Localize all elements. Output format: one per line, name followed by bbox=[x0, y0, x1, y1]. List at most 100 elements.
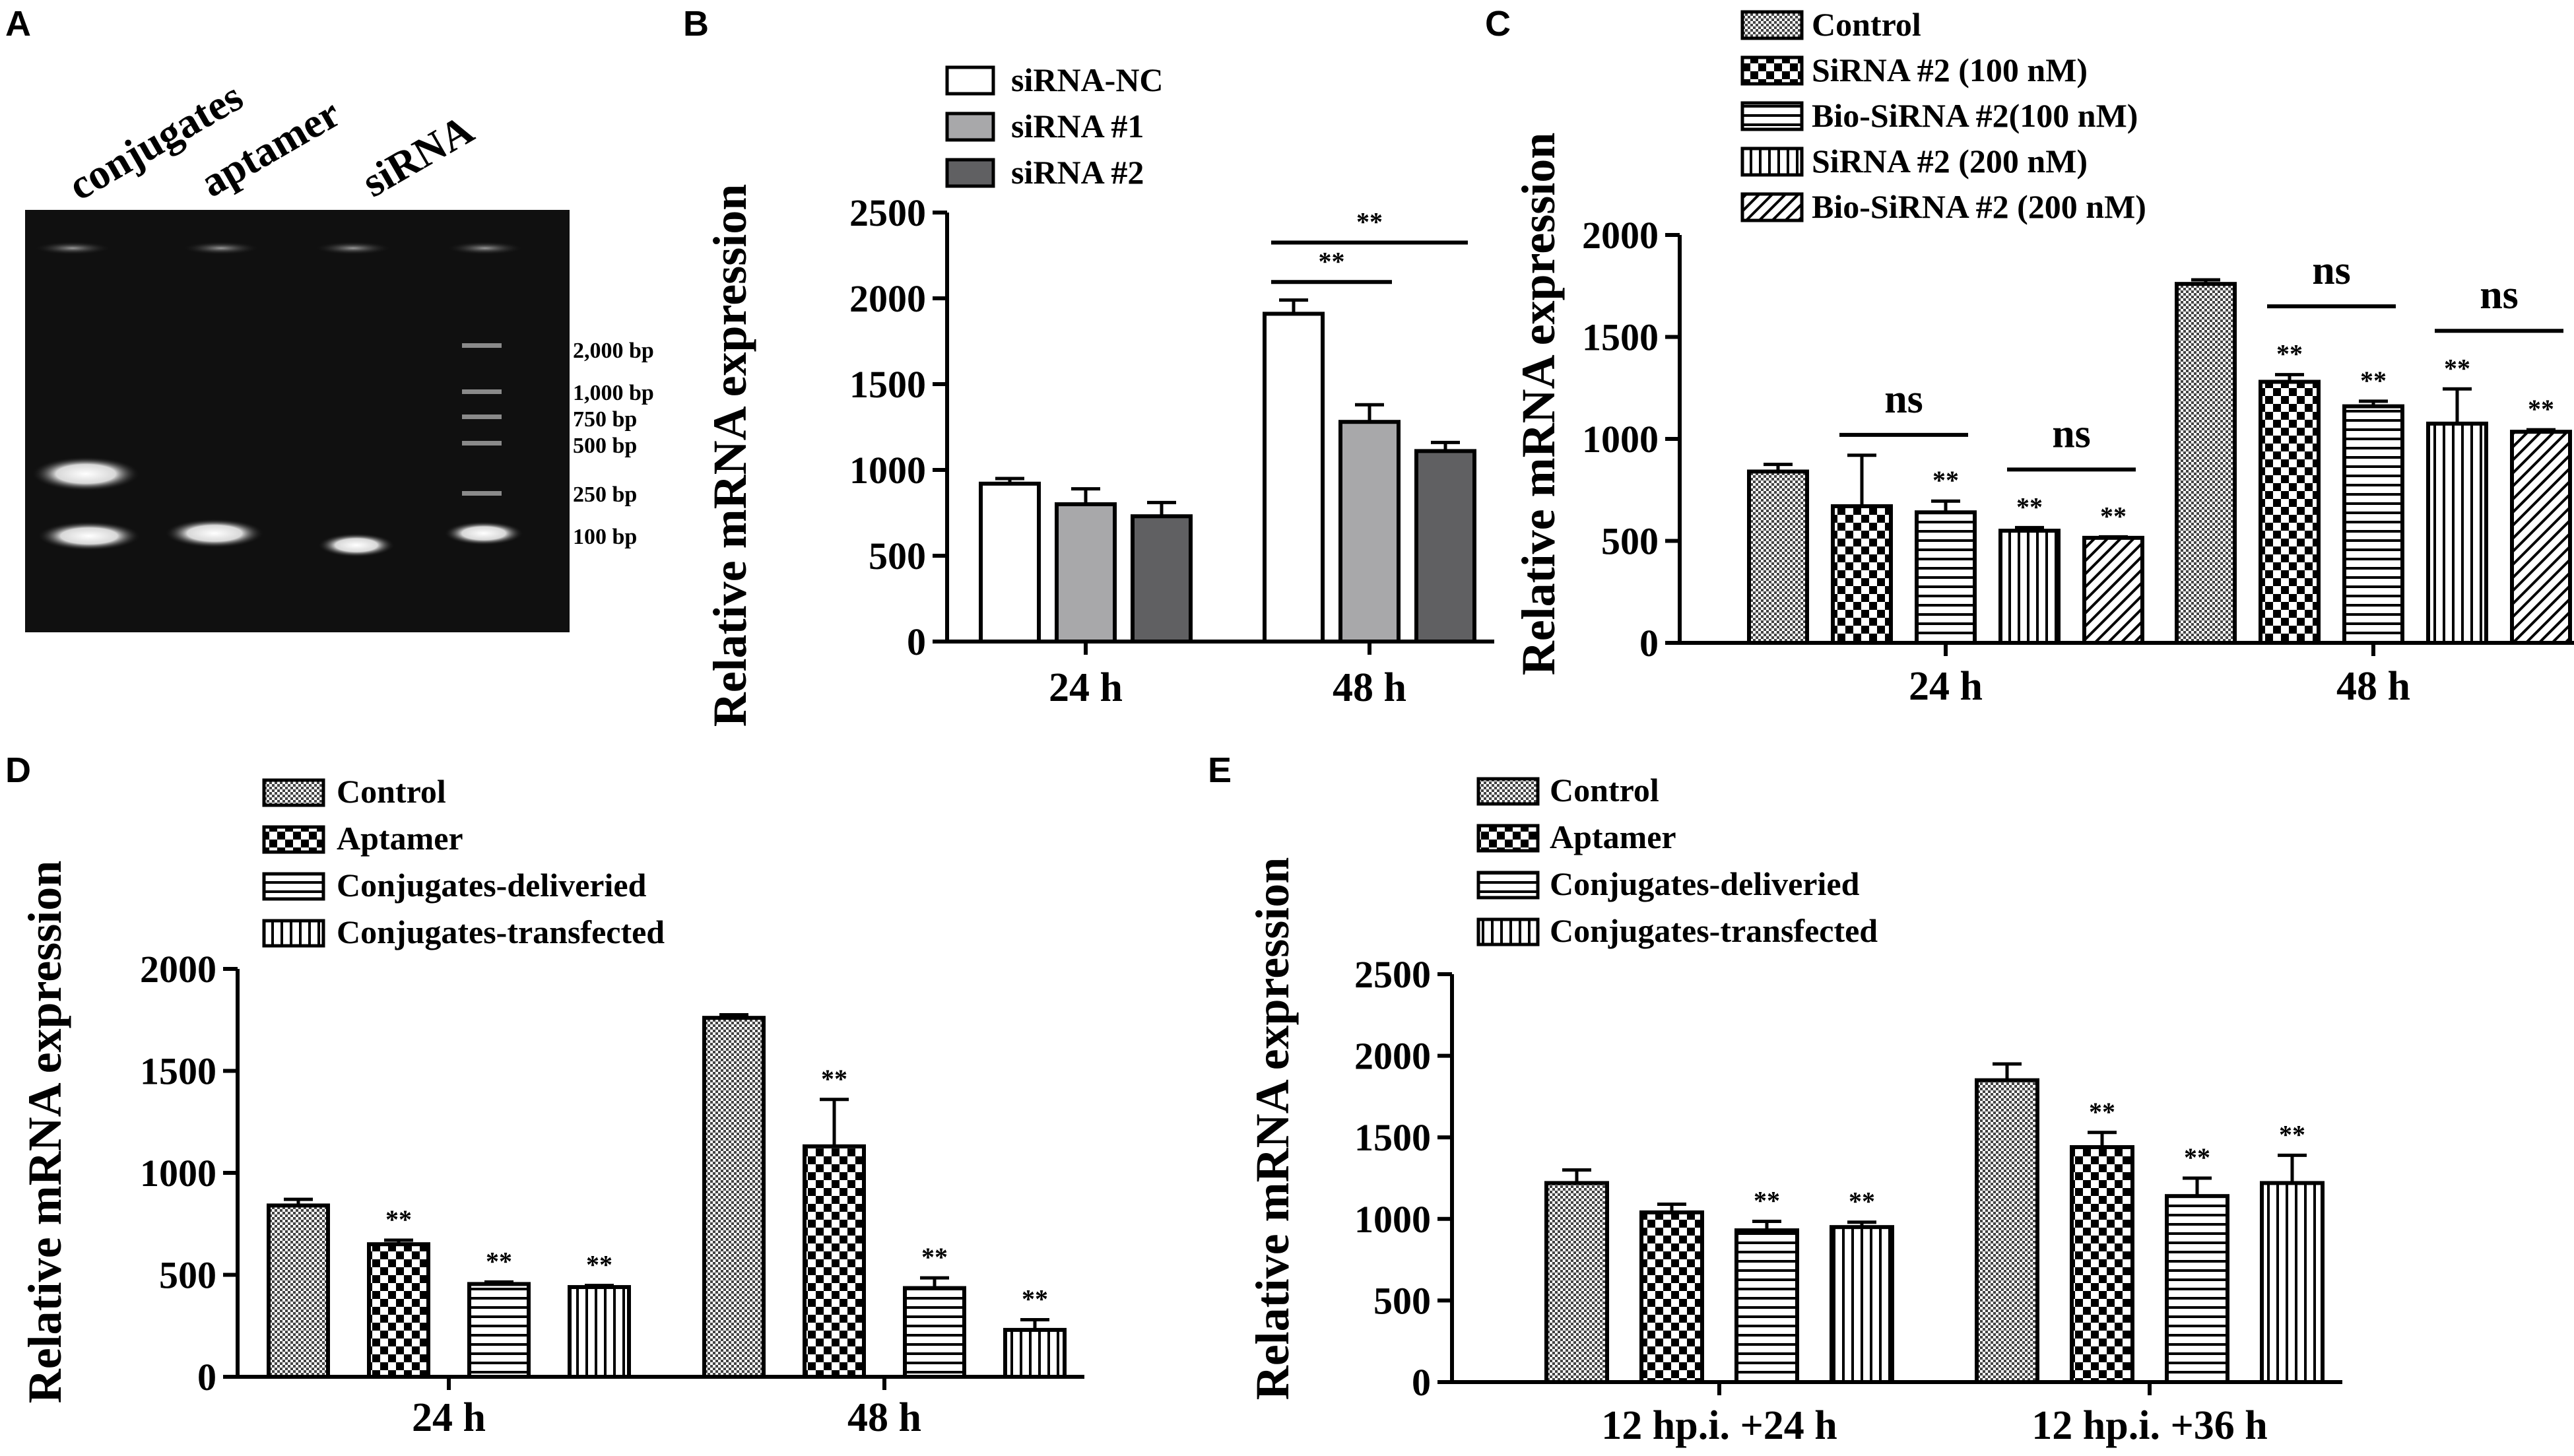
y-tick-label: 1500 bbox=[1354, 1116, 1431, 1159]
y-tick-label: 0 bbox=[197, 1356, 216, 1399]
marker-1000: 1,000 bp bbox=[573, 381, 654, 405]
legend-swatch-control bbox=[1740, 10, 1804, 40]
y-tick-label: 500 bbox=[159, 1254, 216, 1297]
y-tick-label: 500 bbox=[1373, 1279, 1431, 1322]
panel-letter-d: D bbox=[5, 750, 31, 790]
comparison-label: ** bbox=[1319, 246, 1345, 276]
gel-well bbox=[183, 242, 259, 255]
significance-mark: ** bbox=[385, 1205, 412, 1234]
y-tick-label: 0 bbox=[1639, 622, 1659, 665]
bar-conjugates-transfected bbox=[2260, 1181, 2325, 1385]
significance-mark: ** bbox=[1754, 1186, 1780, 1216]
legend-label: Control bbox=[337, 773, 446, 810]
legend-label: siRNA #1 bbox=[1011, 108, 1144, 145]
bar-sirna-2-100-nm bbox=[2259, 380, 2321, 645]
comparison-label: ns bbox=[2312, 248, 2351, 293]
y-tick-label: 2500 bbox=[1354, 953, 1431, 996]
legend-swatch-conjugates-deliveried bbox=[262, 872, 325, 901]
significance-mark: ** bbox=[486, 1246, 512, 1276]
gel-band-conjugates bbox=[32, 457, 140, 491]
marker-500: 500 bp bbox=[573, 434, 637, 458]
chart-panel-c: 0 500 1000 1500 2000 24 h 48 h Relative mRNA ex… bbox=[1512, 6, 2574, 709]
y-tick-label: 1500 bbox=[849, 363, 926, 406]
bar-control bbox=[267, 1203, 330, 1379]
ladder-band bbox=[444, 521, 523, 545]
legend-label: Conjugates-deliveried bbox=[1550, 865, 1860, 902]
significance-mark: ** bbox=[2444, 353, 2470, 383]
significance-mark: ** bbox=[2016, 492, 2043, 521]
significance-mark: ** bbox=[2276, 339, 2303, 369]
legend-label: Aptamer bbox=[337, 820, 463, 857]
legend-swatch-bio-sirna-2-100-nm bbox=[1740, 101, 1804, 131]
y-axis-label: Relative mRNA expression bbox=[1246, 857, 1299, 1401]
bar-sirna-2-200-nm bbox=[1998, 529, 2061, 645]
significance-mark: ** bbox=[2528, 394, 2554, 424]
y-axis-label: Relative mRNA expression bbox=[1512, 133, 1565, 676]
legend-swatch-conjugates-transfected bbox=[1476, 917, 1540, 946]
bar-aptamer bbox=[367, 1242, 430, 1379]
y-tick-label: 2500 bbox=[849, 191, 926, 234]
bar-conjugates-deliveried bbox=[1734, 1228, 1799, 1384]
gel-well bbox=[447, 242, 523, 255]
significance-mark: ** bbox=[1849, 1187, 1875, 1216]
x-category-label: 48 h bbox=[1333, 665, 1406, 710]
bar-sirna-2-200-nm bbox=[2426, 421, 2488, 645]
legend-label: Bio-SiRNA #2(100 nM) bbox=[1812, 97, 2138, 134]
bar-conjugates-deliveried bbox=[467, 1282, 531, 1379]
x-category-label: 48 h bbox=[2336, 664, 2410, 709]
bar-conjugates-transfected bbox=[1830, 1225, 1894, 1385]
bar-aptamer bbox=[2070, 1145, 2134, 1384]
legend-label: Control bbox=[1550, 772, 1659, 809]
bar-sirna-2 bbox=[1414, 449, 1476, 644]
legend-swatch-control bbox=[262, 778, 325, 807]
x-category-label: 12 hp.i. +36 h bbox=[2031, 1403, 2268, 1448]
y-tick-label: 2000 bbox=[1354, 1035, 1431, 1078]
y-tick-label: 1000 bbox=[140, 1152, 216, 1195]
chart-panel-d: 0 500 1000 1500 2000 24 h 48 h Relative mRNA ex… bbox=[18, 773, 1084, 1440]
y-tick-label: 0 bbox=[1412, 1361, 1431, 1404]
legend-label: Conjugates-transfected bbox=[1550, 912, 1878, 949]
gel-well bbox=[315, 242, 391, 255]
x-category-label: 24 h bbox=[1049, 665, 1123, 710]
chart-panel-e: 0 500 1000 1500 2000 2500 12 hp.i. +24 h 12 hp.… bbox=[1246, 772, 2342, 1448]
x-category-label: 24 h bbox=[412, 1395, 486, 1440]
significance-mark: ** bbox=[586, 1250, 612, 1280]
bar-sirna-nc bbox=[1263, 312, 1325, 644]
y-tick-label: 2000 bbox=[849, 277, 926, 320]
y-tick-label: 1000 bbox=[1354, 1198, 1431, 1241]
legend-swatch-sirna-nc bbox=[945, 65, 995, 96]
bar-control bbox=[702, 1016, 766, 1379]
gel-image bbox=[25, 210, 570, 632]
bar-bio-sirna-2-100-nm bbox=[2342, 404, 2404, 645]
marker-750: 750 bp bbox=[573, 407, 637, 432]
ladder-band bbox=[462, 441, 502, 446]
ladder-band bbox=[462, 389, 502, 394]
significance-mark: ** bbox=[821, 1064, 847, 1094]
y-tick-label: 500 bbox=[869, 535, 926, 578]
y-tick-label: 500 bbox=[1601, 520, 1659, 563]
bar-sirna-1 bbox=[1055, 502, 1117, 644]
ladder-band bbox=[462, 343, 502, 348]
legend-label: Control bbox=[1812, 6, 1921, 43]
panel-letter-e: E bbox=[1208, 750, 1232, 790]
legend-label: SiRNA #2 (200 nM) bbox=[1812, 143, 2088, 180]
legend-swatch-sirna-2-100-nm bbox=[1740, 55, 1804, 86]
comparison-label: ns bbox=[2052, 411, 2091, 456]
bar-control bbox=[1975, 1078, 2039, 1385]
gel-band-sirna bbox=[318, 533, 395, 557]
ladder-band bbox=[462, 414, 502, 419]
legend-swatch-conjugates-transfected bbox=[262, 919, 325, 948]
bar-bio-sirna-2-200-nm bbox=[2510, 430, 2572, 645]
y-tick-label: 2000 bbox=[1582, 214, 1659, 257]
x-category-label: 24 h bbox=[1909, 664, 1983, 709]
significance-mark: ** bbox=[2279, 1119, 2305, 1149]
legend-swatch-bio-sirna-2-200-nm bbox=[1740, 192, 1804, 222]
gel-panel: conjugates aptamer siRNA 2,000 bp 1,000 … bbox=[25, 73, 654, 632]
marker-2000: 2,000 bp bbox=[573, 339, 654, 363]
marker-100: 100 bp bbox=[573, 525, 637, 549]
gel-lane-label-sirna: siRNA bbox=[354, 106, 482, 206]
legend-label: siRNA #2 bbox=[1011, 154, 1144, 191]
x-category-label: 48 h bbox=[847, 1395, 921, 1440]
legend-swatch-sirna-1 bbox=[945, 112, 995, 142]
